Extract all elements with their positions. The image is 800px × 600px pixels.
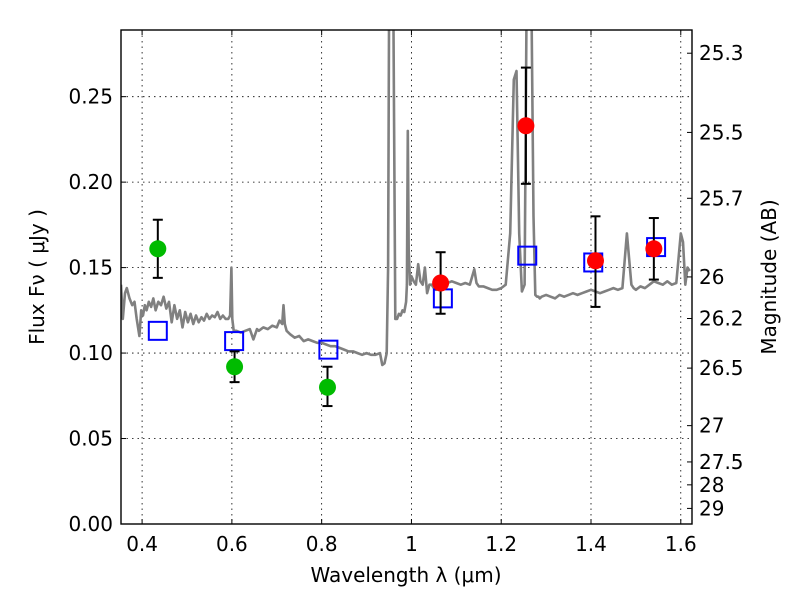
model-square-marker [224,331,245,352]
flux-circle-marker [517,117,535,135]
y2-axis-label: Magnitude (AB) [757,199,781,354]
flux-circle-marker [226,358,244,376]
flux-circle-marker [432,274,450,292]
photometry-point [432,251,450,315]
x-tick-label: 1.2 [485,532,517,556]
y2-tick-label: 29 [699,496,724,520]
photometry-point [149,218,167,279]
photometry-point [586,215,604,308]
model-square-marker [318,339,339,360]
photometry-point [226,350,244,384]
y-axis-label: Flux Fν ( μJy ) [25,209,49,345]
y2-tick-label: 25.7 [699,186,744,210]
y-tick-label: 0.25 [68,85,113,109]
model-spectrum-line [121,30,691,367]
photometry-point [318,365,336,408]
x-tick-label: 0.4 [126,532,158,556]
x-tick-label: 0.6 [216,532,248,556]
y-tick-label: 0.05 [68,427,113,451]
photometry-point [517,66,535,185]
y-tick-label: 0.15 [68,256,113,280]
flux-circle-marker [149,240,167,258]
y-tick-label: 0.00 [68,512,113,536]
model-square-marker [517,245,538,266]
flux-circle-marker [318,378,336,396]
x-tick-label: 1 [405,532,418,556]
flux-circle-marker [645,240,663,258]
y2-tick-label: 25.3 [699,41,744,65]
x-tick-label: 0.8 [306,532,338,556]
y2-tick-label: 27 [699,414,724,438]
model-square-marker [147,320,168,341]
x-tick-label: 1.6 [665,532,697,556]
y2-tick-label: 26.2 [699,306,744,330]
y2-tick-label: 26 [699,265,724,289]
y-tick-label: 0.20 [68,170,113,194]
axis-ticks: 0.4 0.6 0.8 1 1.2 1.4 1.6 0.00 0.05 0.10 0.15 0.20 0… [68,30,744,556]
model-square-marker [432,288,453,309]
y2-tick-label: 25.5 [699,120,744,144]
data-marks [147,66,667,408]
flux-circle-marker [586,252,604,270]
photometry-point [645,217,663,281]
x-tick-label: 1.4 [575,532,607,556]
y2-tick-label: 26.5 [699,356,744,380]
y2-tick-label: 28 [699,473,724,497]
y2-tick-label: 27.5 [699,450,744,474]
y-tick-label: 0.10 [68,341,113,365]
x-axis-label: Wavelength λ (μm) [310,563,501,587]
